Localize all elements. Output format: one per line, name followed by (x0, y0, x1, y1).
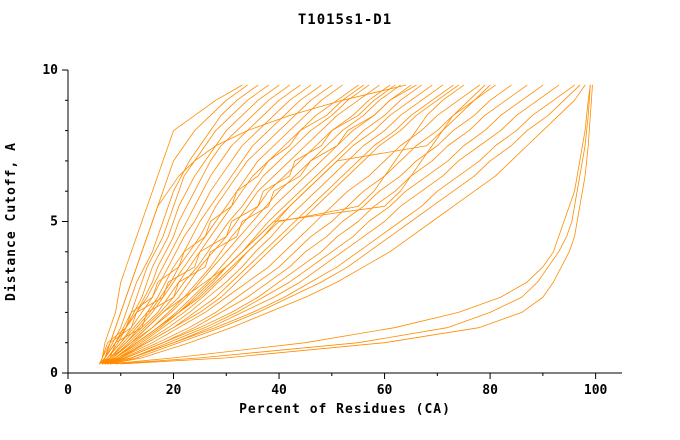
curve (107, 84, 544, 365)
curve (120, 84, 593, 365)
x-tick-label: 20 (166, 383, 182, 398)
curve (99, 84, 243, 365)
x-tick-label: 40 (271, 383, 287, 398)
curve (104, 84, 370, 365)
curve (107, 84, 512, 365)
x-axis-label: Percent of Residues (CA) (239, 402, 451, 417)
curve (104, 84, 491, 365)
curve (104, 84, 496, 365)
curve (99, 84, 364, 365)
curve (109, 84, 586, 365)
curve (99, 84, 407, 365)
curve (101, 84, 422, 365)
curve (107, 84, 575, 365)
curve (109, 84, 591, 365)
y-tick-label: 5 (50, 215, 58, 230)
y-tick-label: 0 (50, 366, 58, 381)
curve (99, 84, 343, 365)
curve (101, 84, 312, 365)
x-tick-label: 60 (377, 383, 393, 398)
x-tick-label: 100 (584, 383, 608, 398)
curve (99, 84, 301, 365)
curve (104, 84, 480, 365)
curve (104, 84, 433, 365)
x-tick-label: 0 (64, 383, 72, 398)
curve (104, 84, 528, 365)
curve (101, 84, 359, 365)
curve (104, 84, 560, 365)
curve (104, 84, 444, 365)
curve (101, 84, 396, 365)
curve (101, 84, 454, 365)
x-tick-label: 80 (482, 383, 498, 398)
curve (99, 84, 259, 365)
curve (104, 84, 459, 365)
curve (101, 84, 333, 365)
chart-title: T1015s1-D1 (297, 12, 393, 28)
curve (115, 84, 591, 365)
curve (99, 84, 248, 365)
curve (101, 84, 401, 365)
curve (101, 84, 269, 365)
curve (109, 84, 581, 365)
curve (99, 84, 322, 365)
curve (104, 84, 417, 365)
y-tick-label: 10 (42, 63, 58, 78)
